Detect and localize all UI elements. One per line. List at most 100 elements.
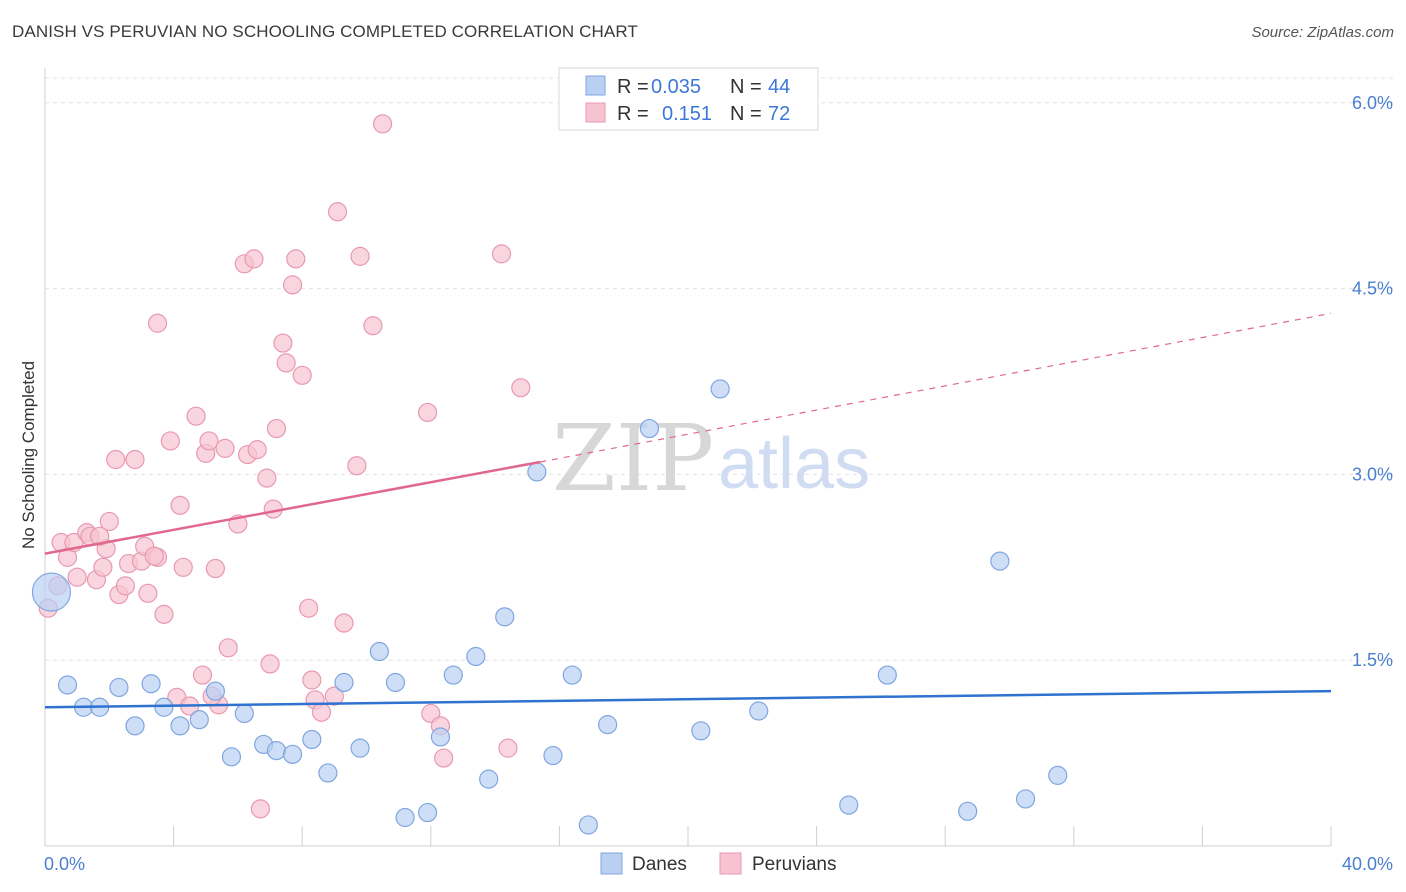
peruvians-point — [363, 316, 383, 336]
peruvians-trend-line — [44, 460, 541, 555]
peruvians-point — [299, 598, 319, 618]
watermark-zip: ZIP — [552, 405, 714, 512]
data-points — [31, 114, 1068, 835]
peruvians-point — [115, 576, 135, 596]
grid-lines — [45, 77, 1393, 661]
legend-r-label-danes: R = — [617, 76, 649, 98]
chart-title: DANISH VS PERUVIAN NO SCHOOLING COMPLETE… — [12, 22, 638, 41]
danes-point — [543, 745, 563, 766]
peruvians-point — [311, 702, 332, 722]
legend-n-value-danes: 44 — [768, 76, 790, 98]
peruvians-point — [266, 418, 287, 439]
danes-point — [527, 462, 547, 482]
peruvians-point — [125, 449, 145, 470]
legend-r-value-peruvians: 0.151 — [662, 103, 712, 125]
peruvians-point — [218, 638, 238, 658]
peruvians-point — [250, 799, 271, 819]
danes-point — [125, 716, 145, 736]
watermark: ZIP atlas — [552, 405, 870, 512]
peruvians-point — [260, 654, 280, 674]
peruvians-point — [302, 670, 322, 690]
danes-point — [443, 665, 463, 685]
legend-n-label-danes: N = — [730, 76, 762, 98]
peruvians-point — [170, 495, 190, 515]
peruvians-point — [205, 558, 225, 579]
danes-point — [1015, 789, 1036, 809]
danes-point — [710, 379, 730, 399]
trend-lines — [44, 312, 1332, 709]
peruvians-point — [215, 438, 235, 458]
x-tick-label: 40.0% — [1342, 854, 1393, 874]
legend-swatch-peruvians — [585, 102, 606, 123]
legend-r-value-danes: 0.035 — [651, 76, 701, 98]
peruvians-point — [247, 440, 267, 460]
peruvians-point — [138, 583, 158, 603]
peruvians-point — [199, 431, 219, 451]
danes-point — [369, 641, 389, 662]
y-tick-label: 6.0% — [1352, 93, 1393, 113]
peruvians-point — [273, 333, 293, 353]
peruvians-point — [99, 511, 119, 532]
peruvians-point — [282, 275, 303, 295]
danes-point — [466, 646, 486, 667]
series-legend-swatch-peruvians — [719, 852, 742, 875]
peruvians-point — [434, 748, 454, 768]
peruvians-point — [417, 402, 438, 423]
danes-point — [598, 715, 618, 735]
peruvians-point — [324, 686, 344, 706]
danes-point — [234, 703, 254, 724]
peruvians-point — [90, 526, 110, 546]
danes-point — [839, 795, 859, 815]
legend-swatch-danes — [585, 75, 606, 96]
peruvians-point — [491, 244, 512, 264]
danes-point — [31, 572, 72, 612]
peruvians-trend-extension — [539, 312, 1332, 463]
peruvians-point — [327, 202, 348, 222]
peruvians-point — [511, 378, 531, 398]
danes-point — [189, 710, 209, 730]
legend-r-label-peruvians: R = — [617, 103, 649, 125]
peruvians-point — [372, 114, 393, 134]
danes-point — [350, 738, 370, 758]
peruvians-point — [67, 567, 87, 587]
series-legend-label-peruvians: Peruvians — [752, 854, 837, 875]
danes-point — [266, 741, 287, 761]
peruvians-point — [276, 353, 296, 373]
danes-point — [1048, 765, 1068, 785]
tick-labels: 1.5% 3.0% 4.5% 6.0% 0.0% 40.0% — [44, 93, 1393, 874]
danes-point — [495, 607, 515, 627]
peruvians-point — [286, 249, 306, 269]
danes-point — [562, 665, 582, 685]
danes-point — [141, 674, 161, 694]
danes-point — [749, 701, 769, 721]
peruvians-point — [334, 613, 354, 633]
danes-point — [154, 697, 174, 717]
legend-n-value-peruvians: 72 — [768, 103, 790, 125]
peruvians-point — [93, 557, 113, 577]
danes-point — [417, 802, 438, 823]
danes-point — [639, 418, 660, 439]
peruvians-point — [154, 604, 174, 624]
y-tick-label: 1.5% — [1352, 650, 1393, 670]
danes-point — [205, 681, 225, 701]
danes-trend-line — [44, 689, 1332, 709]
danes-point — [877, 665, 897, 685]
peruvians-point — [147, 313, 168, 333]
watermark-atlas: atlas — [718, 424, 870, 504]
legend-n-label-peruvians: N = — [730, 103, 762, 125]
x-tick-label: 0.0% — [44, 854, 85, 874]
danes-point — [109, 677, 129, 698]
series-legend: Danes Peruvians — [600, 852, 837, 875]
danes-point — [958, 801, 978, 821]
danes-point — [302, 729, 322, 750]
danes-point — [430, 727, 451, 747]
y-axis-title: No Schooling Completed — [19, 361, 38, 549]
series-legend-label-danes: Danes — [632, 854, 687, 875]
peruvians-point — [186, 406, 206, 426]
y-tick-label: 3.0% — [1352, 464, 1393, 484]
danes-point — [282, 744, 303, 764]
danes-point — [57, 675, 78, 695]
peruvians-point — [257, 468, 277, 488]
danes-point — [990, 551, 1010, 571]
